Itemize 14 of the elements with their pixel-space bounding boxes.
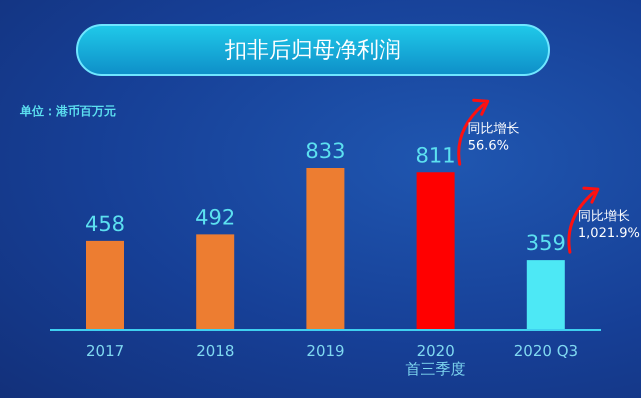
data-label: 833 <box>305 139 346 163</box>
x-tick-label: 2019 <box>306 342 345 360</box>
x-tick-label: 2018 <box>196 342 234 360</box>
data-label: 492 <box>195 205 236 230</box>
annotation: 同比增长 1,021.9% <box>578 209 640 242</box>
data-label: 458 <box>84 212 126 236</box>
chart-title: 扣非后归母净利润 <box>76 24 550 76</box>
x-tick-label: 2017 <box>86 342 124 360</box>
data-label: 811 <box>416 143 456 168</box>
chart-subtitle: 单位：港币百万元 <box>20 103 116 120</box>
x-tick-label: 2020 Q3 <box>514 342 578 360</box>
x-tick-label: 2020 首三季度 <box>406 342 466 378</box>
annotation: 同比增长 56.6% <box>468 121 520 154</box>
data-label: 359 <box>526 231 566 256</box>
